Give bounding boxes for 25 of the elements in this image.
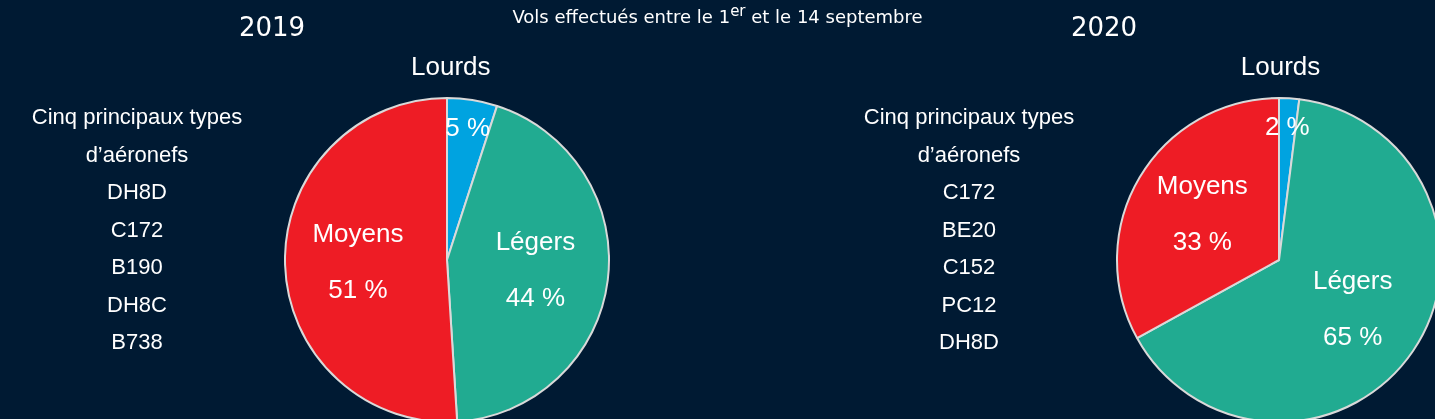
text: C172 [109, 215, 165, 244]
text: Vols effectués entre le 1$^{er}$ et le 14 septembre [512, 2, 923, 27]
text: DH8D [938, 328, 1000, 356]
text: BE20 [941, 215, 997, 244]
data-label: 65 % [1323, 321, 1383, 352]
slice-label: Lourds [1240, 51, 1321, 82]
text: C152 [941, 253, 997, 281]
data-label: 44 % [505, 282, 566, 313]
slice-label: Légers [1312, 265, 1393, 296]
text: DH8C [106, 290, 168, 319]
data-label: 51 % [328, 273, 388, 304]
chart-title: 2019 [237, 12, 307, 42]
slice-label: Moyens [312, 217, 404, 248]
slice-label: Légers [495, 226, 576, 257]
text: Cinq principaux types d’aéronefs [30, 103, 244, 169]
data-label: 33 % [1172, 225, 1232, 256]
chart-title: 2020 [1069, 12, 1139, 42]
text: PC12 [940, 290, 998, 319]
slice-label: Moyens [1156, 169, 1248, 200]
text: B190 [110, 253, 164, 281]
text: B738 [110, 328, 164, 356]
text: Cinq principaux types d’aéronefs [862, 103, 1076, 169]
text: C172 [941, 178, 997, 206]
text: DH8D [106, 178, 168, 206]
slice-label: Lourds [411, 51, 491, 82]
